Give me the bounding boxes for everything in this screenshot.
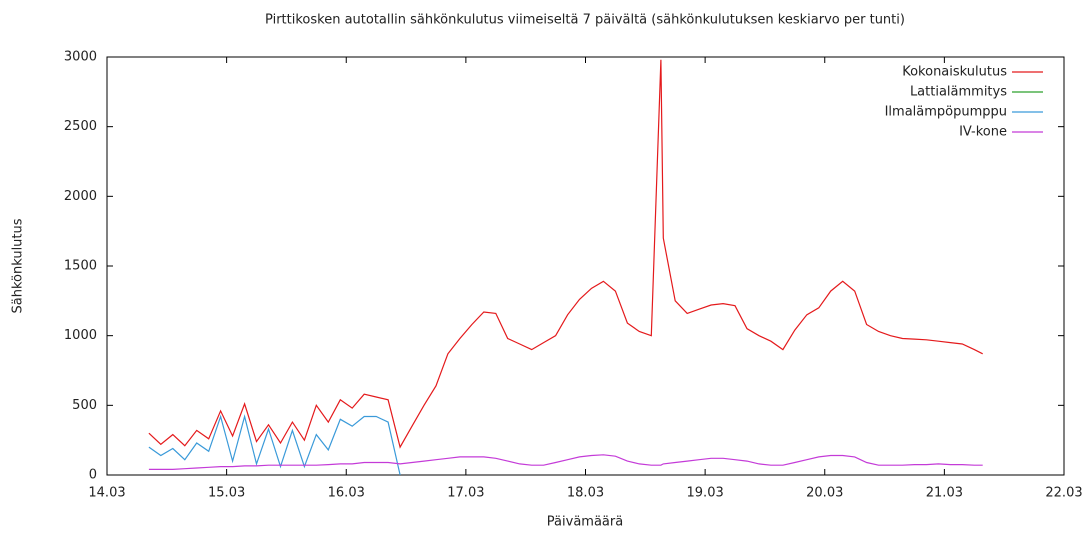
x-tick-label: 14.03 (88, 486, 125, 501)
y-axis-label: Sähkönkulutus (11, 218, 26, 313)
x-tick-label: 15.03 (208, 486, 245, 501)
plot-border (106, 56, 1065, 476)
chart-title: Pirttikosken autotallin sähkönkulutus vi… (265, 13, 905, 28)
series-line (148, 59, 983, 449)
x-tick-label: 19.03 (687, 486, 724, 501)
y-tick-label: 2000 (64, 189, 97, 204)
x-tick-label: 20.03 (806, 486, 843, 501)
y-tick-label: 1500 (64, 259, 97, 274)
series-line (148, 454, 983, 470)
legend-label: IV-kone (959, 125, 1007, 140)
x-tick-label: 22.03 (1045, 486, 1082, 501)
x-axis-label: Päivämäärä (547, 515, 623, 530)
x-tick-label: 17.03 (447, 486, 484, 501)
y-tick-label: 2500 (64, 119, 97, 134)
x-tick-label: 18.03 (567, 486, 604, 501)
series-line (148, 414, 401, 476)
y-tick-label: 500 (72, 398, 97, 413)
x-tick-label: 21.03 (926, 486, 963, 501)
legend-label: Lattialämmitys (910, 85, 1007, 100)
legend-label: Kokonaiskulutus (902, 65, 1007, 80)
y-tick-label: 3000 (64, 50, 97, 65)
y-tick-label: 1000 (64, 328, 97, 343)
y-tick-label: 0 (89, 468, 97, 483)
legend-label: Ilmalämpöpumppu (885, 105, 1007, 120)
x-tick-label: 16.03 (328, 486, 365, 501)
